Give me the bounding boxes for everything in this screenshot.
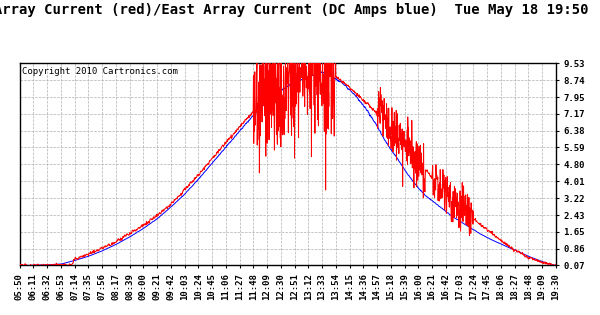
- Text: Copyright 2010 Cartronics.com: Copyright 2010 Cartronics.com: [22, 67, 178, 76]
- Text: West Array Current (red)/East Array Current (DC Amps blue)  Tue May 18 19:50: West Array Current (red)/East Array Curr…: [0, 3, 588, 17]
